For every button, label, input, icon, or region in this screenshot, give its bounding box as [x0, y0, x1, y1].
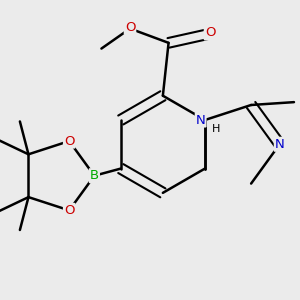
Text: O: O: [125, 21, 135, 34]
Text: H: H: [212, 124, 220, 134]
Text: N: N: [275, 138, 284, 151]
Text: O: O: [205, 26, 215, 39]
Text: O: O: [64, 204, 74, 217]
Text: B: B: [90, 169, 99, 182]
Text: N: N: [196, 113, 206, 127]
Text: O: O: [64, 135, 74, 148]
